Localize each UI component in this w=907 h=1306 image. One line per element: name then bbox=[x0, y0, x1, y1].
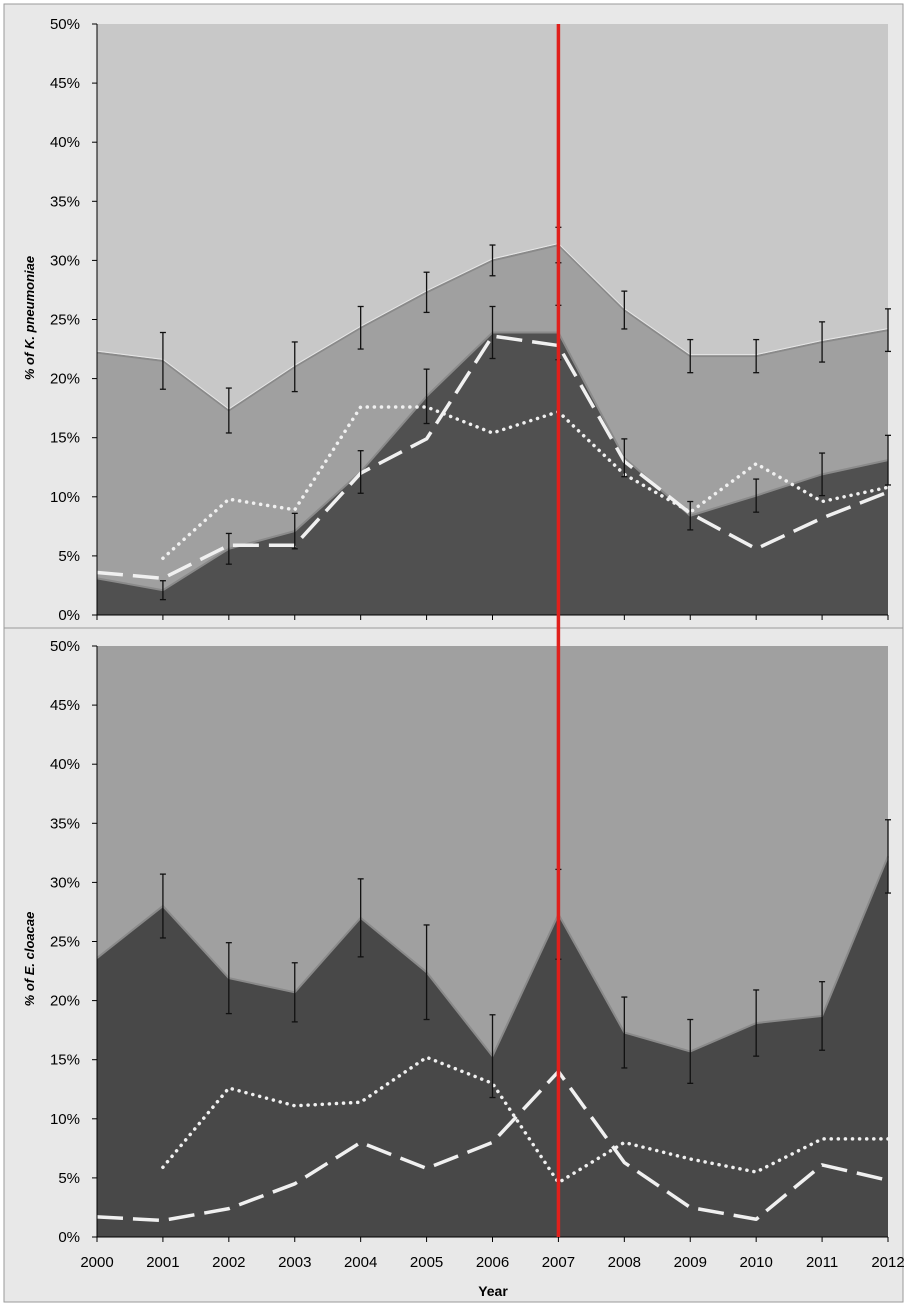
error-bar bbox=[621, 290, 628, 330]
error-bar bbox=[423, 271, 430, 314]
x-tick-label: 2008 bbox=[608, 1254, 641, 1271]
area-band-1 bbox=[97, 856, 888, 1237]
x-tick-label: 2011 bbox=[806, 1254, 838, 1271]
y-tick-label: 45% bbox=[50, 697, 80, 714]
error-bar bbox=[291, 341, 298, 393]
x-tick-label: 2000 bbox=[80, 1254, 113, 1271]
x-tick-label: 2003 bbox=[278, 1254, 311, 1271]
error-bar bbox=[291, 962, 298, 1023]
x-tick-label: 2002 bbox=[212, 1254, 245, 1271]
error-bar bbox=[885, 819, 891, 894]
y-tick-label: 40% bbox=[50, 134, 80, 151]
error-bar bbox=[159, 580, 166, 601]
x-tick-label: 2010 bbox=[739, 1254, 772, 1271]
dotted-series-line bbox=[161, 405, 890, 561]
error-bar bbox=[489, 244, 496, 277]
error-bar bbox=[489, 305, 496, 360]
y-tick-label: 5% bbox=[58, 548, 80, 565]
x-tick-label: 2007 bbox=[542, 1254, 575, 1271]
y-tick-label: 50% bbox=[50, 16, 80, 33]
error-bar bbox=[687, 1018, 694, 1084]
y-tick-label: 30% bbox=[50, 874, 80, 891]
y-tick-label: 0% bbox=[58, 1229, 80, 1246]
error-bar bbox=[159, 331, 166, 390]
error-bar bbox=[819, 981, 826, 1051]
kpneumoniae-y-axis-label: % of K. pneumoniae bbox=[22, 256, 37, 380]
x-tick-label: 2006 bbox=[476, 1254, 509, 1271]
error-bar bbox=[819, 452, 826, 497]
y-tick-label: 40% bbox=[50, 756, 80, 773]
y-tick-label: 50% bbox=[50, 638, 80, 655]
error-bar bbox=[687, 500, 694, 531]
error-bar bbox=[819, 321, 826, 363]
x-tick-label: 2001 bbox=[146, 1254, 179, 1271]
x-axis-label: Year bbox=[478, 1283, 508, 1299]
x-tick-label: 2005 bbox=[410, 1254, 443, 1271]
y-tick-label: 20% bbox=[50, 993, 80, 1010]
y-tick-label: 10% bbox=[50, 1111, 80, 1128]
error-bar bbox=[423, 924, 430, 1021]
dotted-series-line bbox=[161, 1055, 890, 1185]
y-tick-label: 30% bbox=[50, 252, 80, 269]
error-bar bbox=[885, 308, 891, 353]
error-bar bbox=[423, 368, 430, 425]
y-tick-label: 45% bbox=[50, 75, 80, 92]
y-tick-label: 20% bbox=[50, 371, 80, 388]
error-bar bbox=[489, 1014, 496, 1099]
error-bar bbox=[753, 338, 760, 374]
y-tick-label: 25% bbox=[50, 934, 80, 951]
y-tick-label: 10% bbox=[50, 489, 80, 506]
error-bar bbox=[621, 996, 628, 1069]
y-tick-label: 25% bbox=[50, 312, 80, 329]
y-tick-label: 15% bbox=[50, 1052, 80, 1069]
kpneumoniae-panel: 0% 5% 10% 15% 20% 25% 30% 35% 40% 45% 50% % of K. … bbox=[22, 16, 891, 624]
y-tick-label: 5% bbox=[58, 1170, 80, 1187]
y-tick-label: 35% bbox=[50, 193, 80, 210]
x-tick-label: 2012 bbox=[871, 1254, 904, 1271]
error-bar bbox=[225, 942, 232, 1015]
error-bar bbox=[357, 450, 364, 494]
error-bar bbox=[753, 989, 760, 1057]
error-bar bbox=[621, 438, 628, 478]
error-bar bbox=[225, 387, 232, 434]
error-bar bbox=[885, 434, 891, 486]
y-tick-label: 0% bbox=[58, 607, 80, 624]
dashed-series-line bbox=[96, 1069, 889, 1223]
y-tick-label: 35% bbox=[50, 815, 80, 832]
x-tick-label: 2009 bbox=[674, 1254, 707, 1271]
error-bar bbox=[159, 873, 166, 939]
x-tick-label: 2004 bbox=[344, 1254, 377, 1271]
error-bar bbox=[687, 338, 694, 374]
error-bar bbox=[357, 878, 364, 958]
ecloacae-y-axis-label: % of E. cloacae bbox=[22, 912, 37, 1007]
error-bar bbox=[225, 532, 232, 565]
error-bar bbox=[753, 478, 760, 513]
y-tick-label: 15% bbox=[50, 430, 80, 447]
ecloacae-panel: 0% 5% 10% 15% 20% 25% 30% 35% 40% 45% 50% 2000 2001 2… bbox=[22, 638, 905, 1299]
error-bar bbox=[291, 512, 298, 550]
error-bar bbox=[357, 305, 364, 350]
